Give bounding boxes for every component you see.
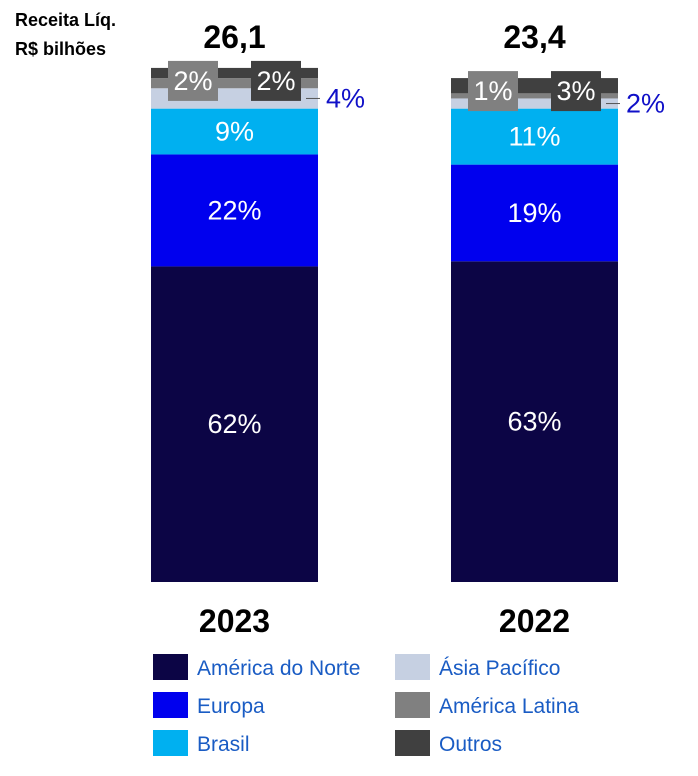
- legend: América do Norte Europa Brasil Ásia Pacífic…: [153, 654, 579, 756]
- label-box-outros-2023: [251, 60, 301, 101]
- legend-swatch-america-latina: [395, 692, 430, 718]
- legend-label-america-latina: América Latina: [439, 695, 579, 718]
- data-label-america-latina-2023: 2%: [173, 66, 212, 96]
- legend-swatch-asia-pacifico: [395, 654, 430, 680]
- bar-segment-america-latina-2023: [151, 78, 318, 89]
- data-label-outros-2023: 2%: [256, 66, 295, 96]
- legend-label-america-do-norte: América do Norte: [197, 657, 360, 680]
- legend-swatch-brasil: [153, 730, 188, 756]
- legend-label-outros: Outros: [439, 733, 502, 756]
- label-box-america-latina-2023: [168, 60, 218, 101]
- legend-label-asia-pacifico: Ásia Pacífico: [439, 657, 560, 680]
- bar-segment-america-latina-2022: [451, 93, 618, 99]
- x-tick-label-2022: 2022: [499, 603, 570, 639]
- x-tick-label-2023: 2023: [199, 603, 270, 639]
- total-label-2022: 23,4: [503, 19, 565, 55]
- bar-segment-europa-2023: [151, 154, 318, 267]
- data-label-america-latina-2022: 1%: [473, 76, 512, 106]
- legend-swatch-outros: [395, 730, 430, 756]
- legend-label-brasil: Brasil: [197, 733, 250, 756]
- data-label-asia-pacifico-2023: 4%: [326, 83, 365, 113]
- bar-segment-america-do-norte-2023: [151, 266, 318, 582]
- data-label-europa-2022: 19%: [507, 198, 561, 228]
- label-box-outros-2022: [551, 71, 601, 112]
- data-label-asia-pacifico-2022: 2%: [626, 89, 665, 119]
- legend-label-europa: Europa: [197, 695, 265, 718]
- data-label-america-do-norte-2022: 63%: [507, 407, 561, 437]
- bars-group: 62% 22% 9% 4% 2% 2% 26,1 2023 63% 19% 11% 2% 1% 3% 23,…: [151, 19, 665, 639]
- data-label-america-do-norte-2023: 62%: [207, 409, 261, 439]
- y-axis-title-line-1: Receita Líq.: [15, 10, 116, 30]
- bar-segment-brasil-2023: [151, 108, 318, 155]
- label-box-america-latina-2022: [468, 71, 518, 112]
- y-axis-title-line-2: R$ bilhões: [15, 39, 106, 59]
- legend-swatch-america-do-norte: [153, 654, 188, 680]
- data-label-brasil-2023: 9%: [215, 117, 254, 147]
- bar-segment-europa-2022: [451, 164, 618, 262]
- data-label-brasil-2022: 11%: [508, 122, 560, 152]
- data-label-europa-2023: 22%: [207, 195, 261, 225]
- total-label-2023: 26,1: [203, 19, 265, 55]
- data-label-outros-2022: 3%: [556, 76, 595, 106]
- bar-segment-america-do-norte-2022: [451, 261, 618, 582]
- bar-segment-outros-2023: [151, 67, 318, 79]
- bar-segment-asia-pacifico-2022: [451, 98, 618, 109]
- bar-segment-brasil-2022: [451, 108, 618, 165]
- legend-swatch-europa: [153, 692, 188, 718]
